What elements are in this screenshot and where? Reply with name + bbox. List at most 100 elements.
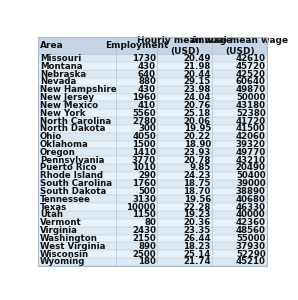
Text: 410: 410 [138,101,156,110]
Text: 60640: 60640 [236,77,266,86]
Text: 39000: 39000 [236,179,266,188]
Text: 3770: 3770 [132,156,156,165]
Text: 20.36: 20.36 [184,218,211,227]
Text: 9.85: 9.85 [190,164,211,172]
Bar [38,235,267,242]
Text: 1760: 1760 [132,179,156,188]
Text: 2500: 2500 [132,250,156,259]
Text: Utah: Utah [40,211,63,220]
Text: 55000: 55000 [236,234,266,243]
Text: 19.95: 19.95 [184,124,211,133]
Bar [38,125,267,133]
Text: 1960: 1960 [132,93,156,102]
Text: 52290: 52290 [236,250,266,259]
Text: 42520: 42520 [236,70,266,79]
Text: 3130: 3130 [132,195,156,204]
Text: 1150: 1150 [132,211,156,220]
Text: Montana: Montana [40,62,82,71]
Bar [38,101,267,109]
Text: Vermont: Vermont [40,218,82,227]
Text: 1500: 1500 [132,140,156,149]
Text: 37930: 37930 [236,242,266,251]
Text: North Dakota: North Dakota [40,124,105,133]
Text: 20.76: 20.76 [183,101,211,110]
Bar [38,195,267,203]
Bar [38,219,267,227]
Text: 18.90: 18.90 [184,140,211,149]
Bar [38,250,267,258]
Text: 25.14: 25.14 [183,250,211,259]
Bar [38,117,267,125]
Text: 23.35: 23.35 [184,226,211,235]
Text: 2430: 2430 [132,226,156,235]
Text: 18.75: 18.75 [183,179,211,188]
Bar [38,141,267,148]
Text: New Jersey: New Jersey [40,93,94,102]
Text: Puerto Rico: Puerto Rico [40,164,97,172]
Text: 430: 430 [138,62,156,71]
Text: 20.49: 20.49 [183,54,211,63]
Bar [38,227,267,235]
Text: South Dakota: South Dakota [40,187,106,196]
Text: 20.06: 20.06 [184,116,211,125]
Text: 40000: 40000 [236,211,266,220]
Text: 42360: 42360 [236,218,266,227]
Bar [38,188,267,195]
Text: 500: 500 [138,187,156,196]
Bar [38,78,267,86]
Text: 24.23: 24.23 [183,171,211,180]
Text: 41720: 41720 [235,116,266,125]
Text: 890: 890 [138,242,156,251]
Text: 880: 880 [138,77,156,86]
Text: 43210: 43210 [236,156,266,165]
Text: New Hampshire: New Hampshire [40,85,117,94]
Text: 45720: 45720 [236,62,266,71]
Text: Ohio: Ohio [40,132,62,141]
Text: 19.56: 19.56 [184,195,211,204]
Text: 42060: 42060 [236,132,266,141]
Text: 24.04: 24.04 [183,93,211,102]
Text: 2780: 2780 [132,116,156,125]
Bar [38,70,267,78]
Text: 39320: 39320 [236,140,266,149]
Text: 52380: 52380 [236,109,266,118]
Text: New Mexico: New Mexico [40,101,98,110]
Text: 22.28: 22.28 [183,202,211,211]
Bar [38,37,267,55]
Text: 1010: 1010 [132,164,156,172]
Bar [38,133,267,141]
Text: 49770: 49770 [235,148,266,157]
Bar [38,172,267,180]
Text: 20.22: 20.22 [184,132,211,141]
Text: 18.23: 18.23 [183,242,211,251]
Text: Wyoming: Wyoming [40,257,85,266]
Text: 18.70: 18.70 [183,187,211,196]
Text: 640: 640 [138,70,156,79]
Bar [38,164,267,172]
Text: 10000: 10000 [126,202,156,211]
Text: Oregon: Oregon [40,148,75,157]
Text: 20.44: 20.44 [183,70,211,79]
Text: Rhode Island: Rhode Island [40,171,103,180]
Bar [38,180,267,188]
Text: 4050: 4050 [132,132,156,141]
Text: 43180: 43180 [236,101,266,110]
Text: Missouri: Missouri [40,54,81,63]
Text: 19.23: 19.23 [183,211,211,220]
Text: West Virginia: West Virginia [40,242,105,251]
Bar [38,258,267,266]
Bar [38,86,267,94]
Text: 300: 300 [138,124,156,133]
Text: 26.44: 26.44 [183,234,211,243]
Bar [38,94,267,101]
Text: 29.15: 29.15 [184,77,211,86]
Bar [38,242,267,250]
Text: Nebraska: Nebraska [40,70,86,79]
Text: Annual mean wage
(USD): Annual mean wage (USD) [191,36,288,56]
Text: Pennsylvania: Pennsylvania [40,156,104,165]
Text: 290: 290 [138,171,156,180]
Text: Nevada: Nevada [40,77,76,86]
Text: Texas: Texas [40,202,67,211]
Text: 45210: 45210 [236,257,266,266]
Text: Area: Area [40,41,63,50]
